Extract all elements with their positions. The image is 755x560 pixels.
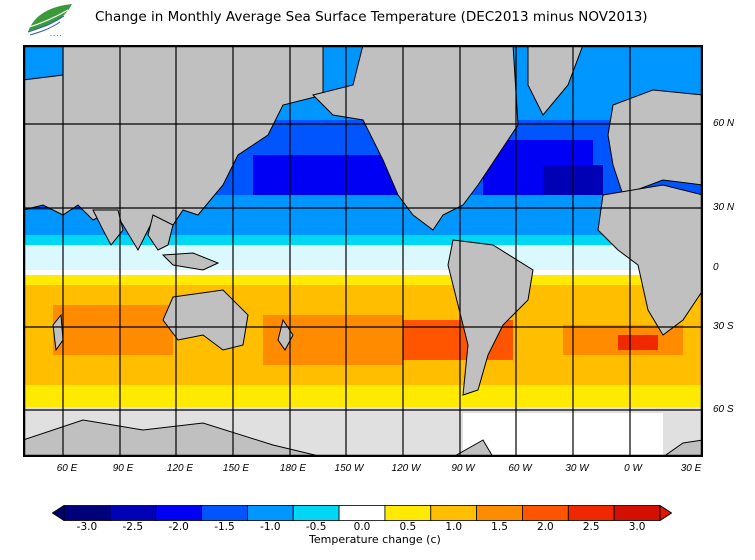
colorbar-segment	[246, 505, 294, 521]
colorbar-segment	[430, 505, 478, 521]
land-india	[92, 209, 124, 246]
colorbar-tick-label: 0.0	[353, 521, 371, 533]
lon-label: 0 W	[624, 463, 642, 474]
lat-label: 60 N	[713, 118, 735, 129]
lon-label: 60 W	[508, 463, 532, 474]
colorbar-segment	[384, 505, 432, 521]
ocean-equator-neutral	[23, 245, 703, 275]
land-south-america	[447, 239, 534, 396]
lon-label: 120 E	[166, 463, 194, 474]
colorbar-segment	[522, 505, 569, 521]
colorbar-segment	[613, 505, 661, 521]
colorbar-segment	[567, 505, 615, 521]
land	[23, 45, 703, 457]
lon-label: 90 E	[112, 463, 134, 474]
lat-label: 0	[713, 262, 719, 273]
colorbar-tick-label: 1.5	[491, 521, 508, 533]
colorbar-tick-label: 2.5	[582, 521, 600, 533]
colorbar-tick-label: 3.0	[628, 521, 646, 533]
lon-label: 30 E	[680, 463, 702, 474]
colorbar-label: Temperature change (c)	[309, 533, 441, 546]
colorbar-tick-label: -1.5	[214, 521, 235, 533]
colorbar-tick-label: 1.0	[445, 521, 463, 533]
svg-text:• • • •: • • • •	[50, 34, 62, 38]
lon-label: 150 W	[334, 463, 364, 474]
graticule	[23, 45, 703, 457]
colorbar-segment	[292, 505, 340, 521]
colorbar-tick-label: 2.0	[537, 521, 554, 533]
colorbar-tick-label: -2.0	[168, 521, 189, 533]
colorbar-segment	[155, 505, 202, 521]
colorbar-under-arrow	[51, 504, 65, 522]
land-africa	[597, 184, 703, 336]
sst-map	[23, 45, 703, 457]
land-europe	[607, 89, 703, 196]
chart-title: Change in Monthly Average Sea Surface Te…	[95, 9, 648, 25]
colorbar-segment	[109, 505, 157, 521]
colorbar-segment	[476, 505, 523, 521]
lon-label: 180 E	[279, 463, 307, 474]
lat-label: 60 S	[713, 404, 734, 415]
colorbar-tick-label: -1.0	[260, 521, 281, 533]
lat-label: 30 N	[713, 202, 735, 213]
hko-logo: • • • •	[20, 2, 76, 38]
colorbar-over-arrow	[659, 504, 673, 522]
lon-label: 150 E	[222, 463, 250, 474]
lon-label: 60 E	[56, 463, 78, 474]
colorbar	[51, 504, 673, 522]
colorbar-segment	[63, 505, 111, 521]
land-north-america	[312, 45, 519, 231]
colorbar-segment	[338, 505, 386, 521]
lon-label: 30 W	[565, 463, 589, 474]
colorbar-tick-label: 0.5	[399, 521, 417, 533]
lon-label: 90 W	[451, 463, 475, 474]
land-greenland	[527, 45, 584, 116]
lat-label: 30 S	[713, 321, 734, 332]
colorbar-tick-label: -3.0	[76, 521, 98, 533]
colorbar-segment	[201, 505, 248, 521]
colorbar-tick-label: -2.5	[122, 521, 144, 533]
colorbar-tick-label: -0.5	[305, 521, 327, 533]
lon-label: 120 W	[391, 463, 421, 474]
